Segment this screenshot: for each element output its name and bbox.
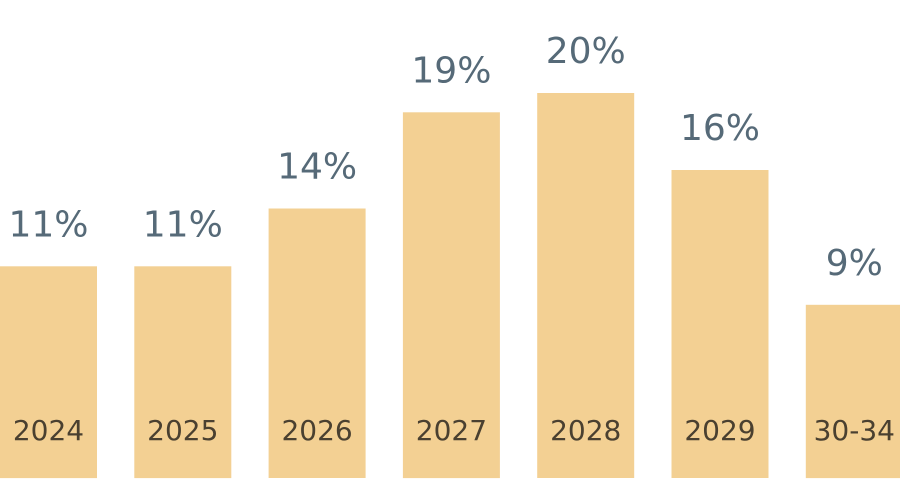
bar-2026	[268, 208, 366, 478]
value-label-2028: 20%	[546, 31, 626, 72]
category-label-2027: 2027	[416, 414, 487, 447]
category-label-30-34: 30-34	[814, 414, 895, 447]
value-label-30-34: 9%	[826, 243, 883, 284]
bars-group	[0, 93, 900, 479]
bar-2024	[0, 266, 97, 479]
category-label-2024: 2024	[13, 414, 84, 447]
value-labels-group: 11% 11% 14% 19% 20% 16% 9%	[8, 31, 882, 284]
value-label-2029: 16%	[680, 108, 760, 149]
value-label-2026: 14%	[277, 147, 357, 188]
category-label-2029: 2029	[684, 414, 755, 447]
category-label-2026: 2026	[281, 414, 352, 447]
category-label-2028: 2028	[550, 414, 621, 447]
bar-2027	[402, 112, 500, 479]
value-label-2024: 11%	[8, 204, 88, 245]
value-label-2027: 19%	[411, 50, 491, 91]
bar-2028	[537, 93, 635, 478]
bar-2029	[671, 170, 769, 478]
bar-2025	[134, 266, 232, 479]
bar-30-34	[805, 304, 900, 479]
category-label-2025: 2025	[147, 414, 218, 447]
value-label-2025: 11%	[143, 204, 223, 245]
category-labels-group: 2024 2025 2026 2027 2028 2029 30-34	[13, 414, 895, 447]
